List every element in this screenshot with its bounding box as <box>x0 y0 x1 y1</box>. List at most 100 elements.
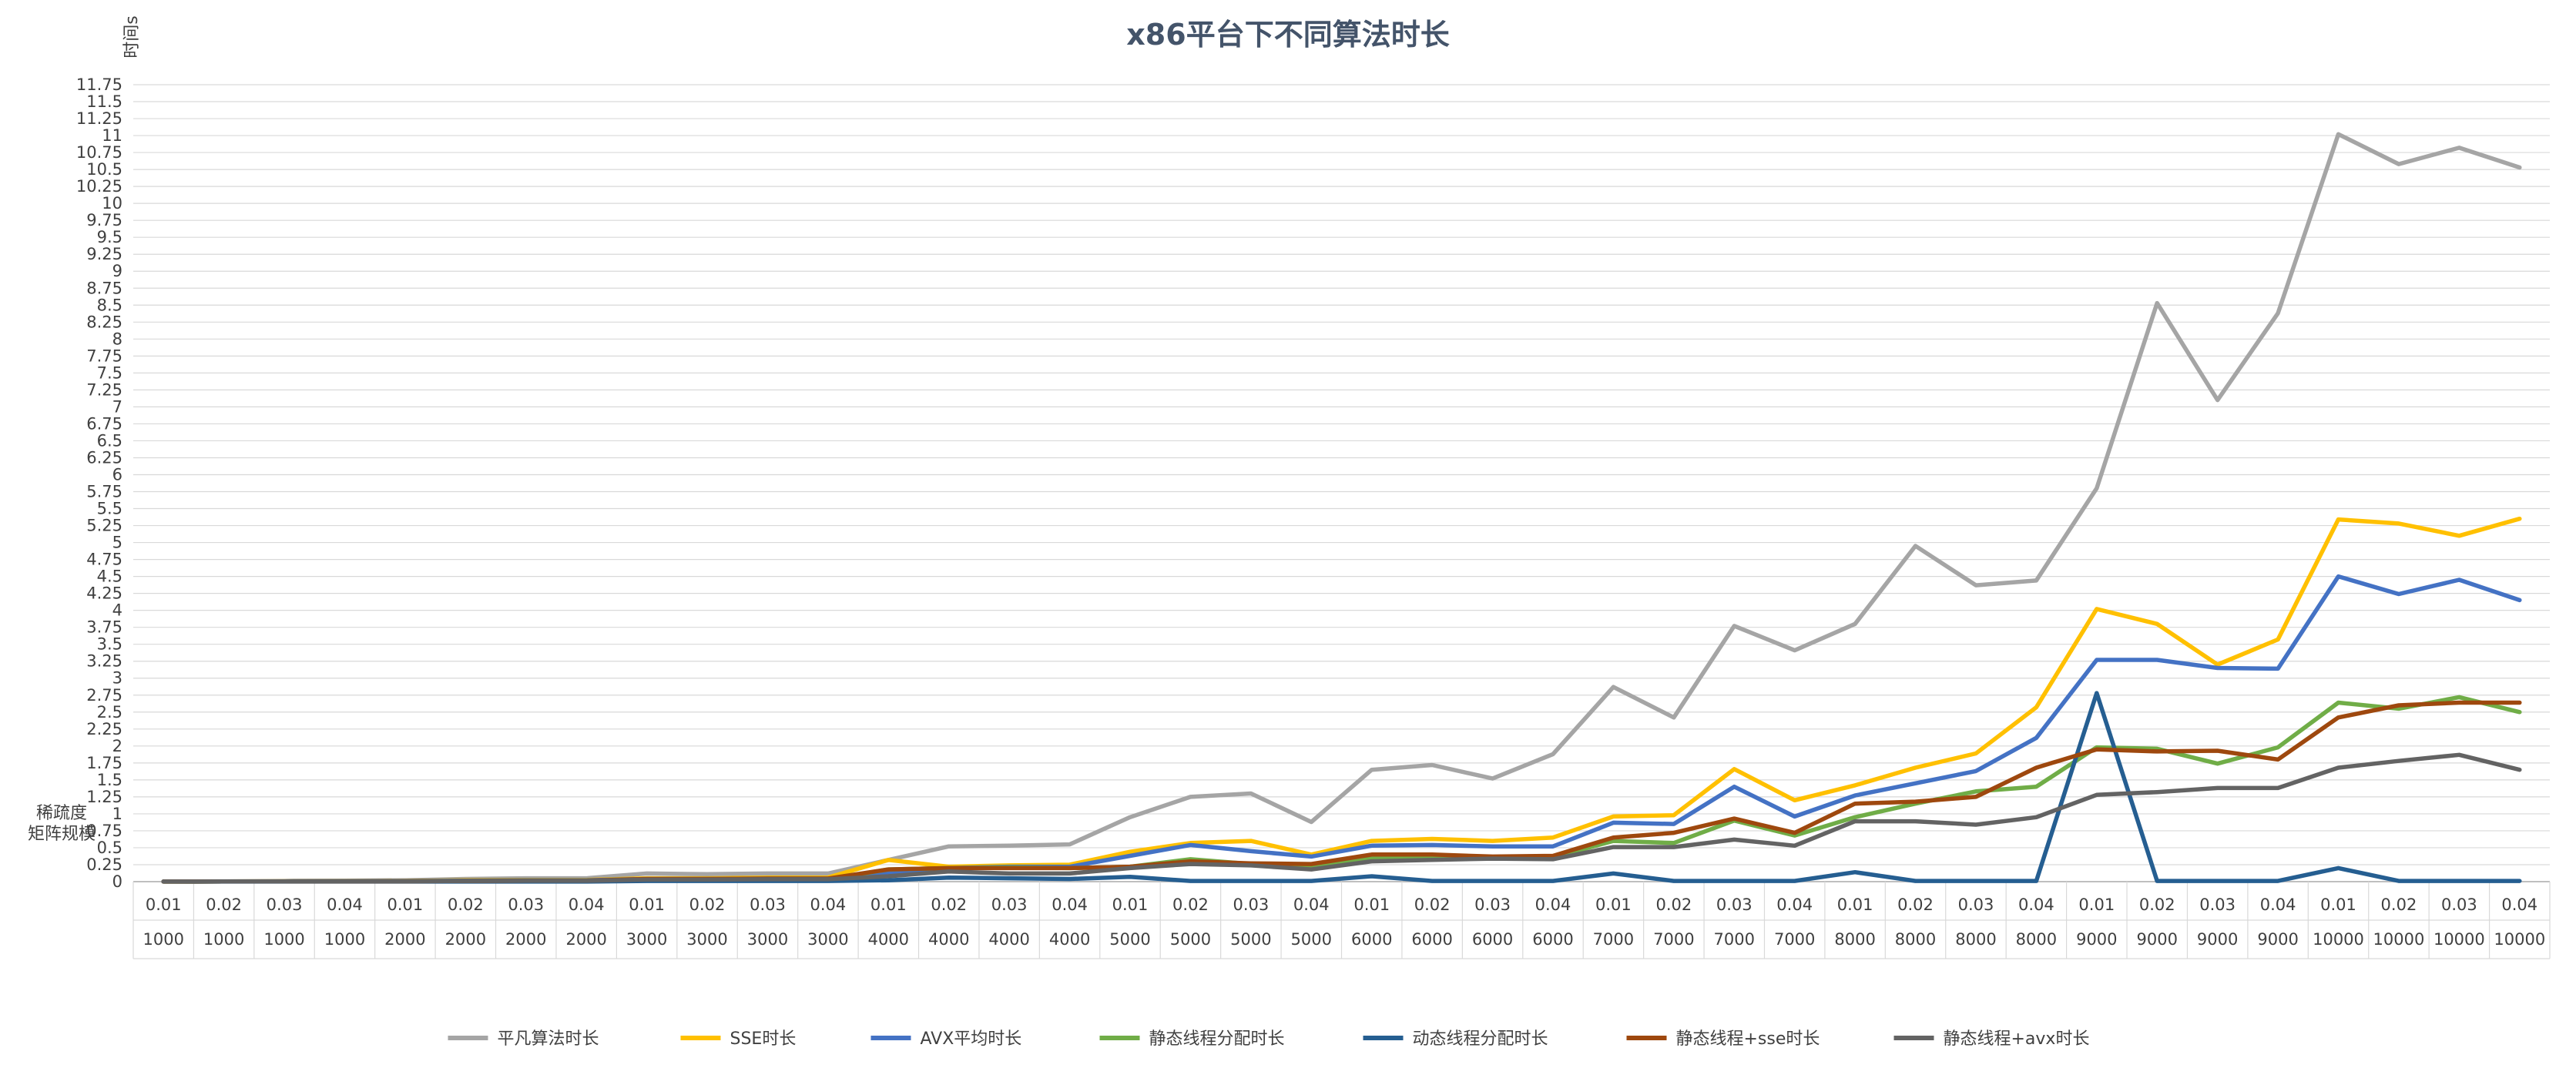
x-tick-label-matrix-size: 1000 <box>263 930 304 949</box>
x-tick-label-matrix-size: 8000 <box>1895 930 1936 949</box>
x-tick-label-sparsity: 0.02 <box>1897 896 1934 914</box>
y-tick-label: 10 <box>102 194 122 213</box>
y-tick-label: 10.5 <box>86 160 122 179</box>
series-line-2 <box>161 516 2522 884</box>
x-tick-label-matrix-size: 8000 <box>2016 930 2057 949</box>
legend-label: 动态线程分配时长 <box>1413 1029 1548 1049</box>
x-tick-label-matrix-size: 9000 <box>2137 930 2178 949</box>
x-tick-label-matrix-size: 3000 <box>626 930 667 949</box>
series-line-1 <box>161 132 2522 884</box>
x-tick-label-matrix-size: 9000 <box>2076 930 2117 949</box>
legend-label: 静态线程+sse时长 <box>1676 1029 1820 1049</box>
y-tick-label: 5 <box>112 534 122 552</box>
y-tick-label: 5.5 <box>97 500 122 518</box>
y-tick-label: 3.5 <box>97 635 122 654</box>
x-tick-label-sparsity: 0.04 <box>1535 896 1571 914</box>
x-tick-label-sparsity: 0.03 <box>267 896 303 914</box>
y-tick-label: 9 <box>112 262 122 280</box>
series-line-5 <box>161 691 2522 884</box>
x-tick-label-matrix-size: 6000 <box>1532 930 1573 949</box>
x-tick-label-sparsity: 0.02 <box>1655 896 1692 914</box>
x-tick-label-sparsity: 0.04 <box>1293 896 1330 914</box>
y-tick-label: 2.25 <box>86 720 122 738</box>
x-tick-label-sparsity: 0.01 <box>629 896 665 914</box>
x-tick-label-sparsity: 0.03 <box>2199 896 2236 914</box>
x-tick-label-matrix-size: 4000 <box>868 930 909 949</box>
x-tick-label-sparsity: 0.01 <box>2320 896 2356 914</box>
x-tick-label-sparsity: 0.01 <box>1837 896 1873 914</box>
x-tick-label-matrix-size: 6000 <box>1411 930 1452 949</box>
y-axis-label: 时间s <box>122 15 142 58</box>
x-tick-label-matrix-size: 7000 <box>1653 930 1694 949</box>
x-tick-label-matrix-size: 3000 <box>747 930 788 949</box>
x-tick-label-sparsity: 0.02 <box>206 896 242 914</box>
x-tick-label-sparsity: 0.04 <box>2260 896 2296 914</box>
y-tick-label: 0.75 <box>86 822 122 840</box>
legend: 平凡算法时长 SSE时长 AVX平均时长 静态线程分配时长 动态线程分配时长 静态线程+s… <box>448 1029 2089 1049</box>
x-tick-label-sparsity: 0.02 <box>2381 896 2417 914</box>
y-tick-label: 6.5 <box>97 431 122 450</box>
y-tick-label: 1.75 <box>86 754 122 772</box>
x-tick-label-matrix-size: 7000 <box>1593 930 1634 949</box>
y-tick-label: 8.75 <box>86 279 122 297</box>
x-axis: 0.01 1000 0.02 1000 0.03 1000 0.04 1000 0.01 2000… <box>132 882 2551 959</box>
x-tick-label-sparsity: 0.03 <box>508 896 544 914</box>
y-tick-label: 9.5 <box>97 228 122 246</box>
x-tick-label-sparsity: 0.01 <box>1353 896 1390 914</box>
y-tick-label: 0 <box>112 872 122 891</box>
y-tick-label: 2 <box>112 737 122 755</box>
x-axis-label-sparsity: 稀疏度 <box>36 804 87 823</box>
x-tick-label-matrix-size: 5000 <box>1109 930 1150 949</box>
y-tick-label: 11.25 <box>76 109 122 128</box>
y-tick-label: 2.75 <box>86 686 122 705</box>
y-tick-label: 8.25 <box>86 313 122 331</box>
y-tick-label: 4 <box>112 601 122 620</box>
y-tick-label: 3.75 <box>86 618 122 637</box>
x-tick-label-matrix-size: 8000 <box>1834 930 1875 949</box>
y-tick-label: 9.75 <box>86 211 122 229</box>
x-tick-label-matrix-size: 4000 <box>928 930 969 949</box>
y-tick-label: 11.5 <box>86 92 122 111</box>
y-tick-label: 6.25 <box>86 448 122 467</box>
x-tick-label-matrix-size: 1000 <box>143 930 183 949</box>
x-tick-label-matrix-size: 4000 <box>1049 930 1090 949</box>
y-tick-label: 1.5 <box>97 771 122 789</box>
y-tick-label: 3.25 <box>86 652 122 671</box>
x-tick-label-matrix-size: 4000 <box>988 930 1029 949</box>
y-tick-label: 1.25 <box>86 788 122 806</box>
x-tick-label-matrix-size: 2000 <box>445 930 486 949</box>
x-tick-label-matrix-size: 3000 <box>686 930 727 949</box>
y-tick-label: 11 <box>102 126 122 145</box>
y-tick-label: 7 <box>112 397 122 416</box>
x-tick-label-matrix-size: 5000 <box>1291 930 1332 949</box>
chart-title: x86平台下不同算法时长 <box>1126 18 1449 52</box>
x-tick-label-sparsity: 0.01 <box>1595 896 1632 914</box>
y-tick-label: 1 <box>112 805 122 823</box>
x-tick-label-matrix-size: 3000 <box>807 930 848 949</box>
y-tick-label: 8 <box>112 330 122 348</box>
x-tick-label-matrix-size: 1000 <box>324 930 365 949</box>
x-tick-label-sparsity: 0.04 <box>1776 896 1813 914</box>
y-tick-label: 9.25 <box>86 245 122 263</box>
y-tick-label: 10.25 <box>76 177 122 196</box>
x-tick-label-matrix-size: 9000 <box>2257 930 2298 949</box>
x-tick-label-matrix-size: 2000 <box>384 930 425 949</box>
x-tick-label-sparsity: 0.03 <box>750 896 786 914</box>
x-tick-label-matrix-size: 6000 <box>1351 930 1392 949</box>
x-tick-label-matrix-size: 1000 <box>203 930 244 949</box>
x-tick-label-matrix-size: 8000 <box>1955 930 1996 949</box>
y-tick-label: 0.25 <box>86 855 122 874</box>
x-tick-label-sparsity: 0.03 <box>1716 896 1753 914</box>
x-tick-label-matrix-size: 9000 <box>2197 930 2238 949</box>
y-tick-label: 5.25 <box>86 517 122 535</box>
legend-label: AVX平均时长 <box>921 1029 1022 1049</box>
x-tick-label-sparsity: 0.04 <box>327 896 363 914</box>
x-tick-label-sparsity: 0.03 <box>1474 896 1511 914</box>
y-tick-label: 0.5 <box>97 839 122 857</box>
x-tick-label-sparsity: 0.04 <box>569 896 605 914</box>
x-tick-label-matrix-size: 2000 <box>505 930 546 949</box>
y-tick-label: 4.25 <box>86 584 122 603</box>
x-axis-label-matrix-size: 矩阵规模 <box>28 825 96 844</box>
legend-label: 静态线程分配时长 <box>1149 1029 1285 1049</box>
x-tick-label-sparsity: 0.02 <box>689 896 726 914</box>
